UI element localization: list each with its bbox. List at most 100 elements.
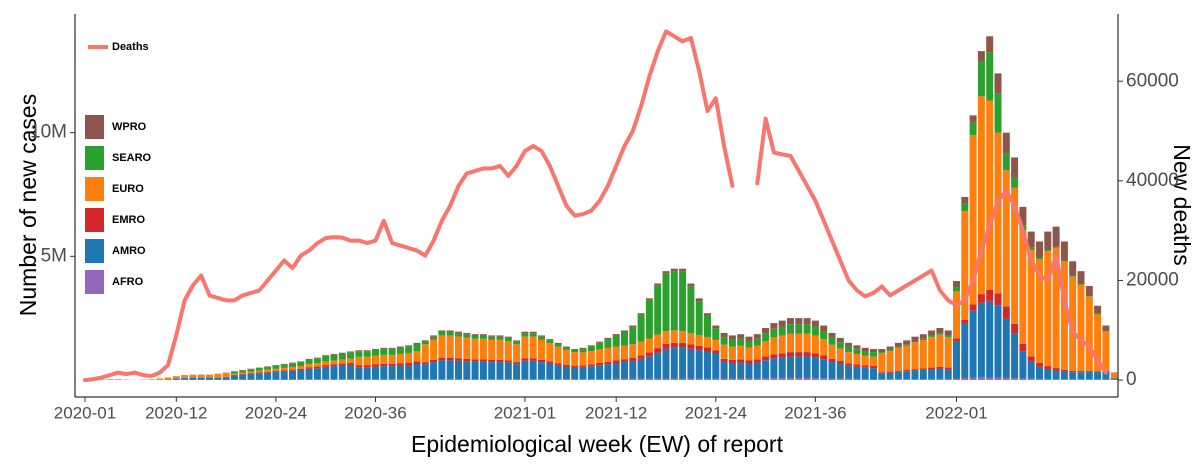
bar — [430, 335, 438, 337]
bar — [504, 360, 512, 363]
bar — [645, 338, 653, 353]
bar — [1069, 276, 1077, 371]
bar — [430, 379, 438, 380]
bar — [255, 373, 263, 380]
bar — [911, 336, 919, 341]
bar — [654, 285, 662, 335]
bar — [679, 347, 687, 379]
legend-label: AFRO — [112, 276, 144, 288]
bar — [305, 368, 313, 380]
bar — [413, 363, 421, 379]
bar — [413, 342, 421, 344]
bar — [778, 335, 786, 354]
bar — [778, 326, 786, 336]
x-tick-label: 2020-24 — [245, 403, 307, 422]
bar — [430, 359, 438, 363]
bar — [953, 341, 960, 379]
bar — [338, 353, 346, 360]
bar — [737, 378, 745, 380]
bar — [903, 340, 911, 345]
bar — [330, 366, 338, 380]
bar — [1011, 323, 1019, 334]
bar — [903, 345, 911, 371]
bar — [961, 319, 969, 324]
bar — [388, 366, 396, 379]
bar — [737, 334, 745, 339]
bar — [1110, 373, 1118, 379]
bar — [629, 378, 637, 380]
bar — [181, 378, 189, 380]
bar — [322, 365, 330, 367]
bar — [778, 357, 786, 379]
bar — [446, 331, 454, 336]
bar — [861, 347, 869, 352]
bar — [737, 359, 745, 363]
bar — [861, 355, 869, 366]
bar — [936, 366, 944, 369]
bar — [621, 345, 628, 360]
bar — [1102, 371, 1110, 380]
bar — [1036, 362, 1043, 367]
bar — [529, 336, 537, 359]
bar — [811, 335, 819, 354]
bar — [704, 315, 711, 338]
bar — [811, 378, 819, 380]
bar — [388, 378, 396, 380]
bar — [239, 374, 247, 375]
bar — [189, 374, 197, 378]
bar — [787, 333, 794, 353]
bar — [338, 365, 346, 380]
bar — [654, 334, 662, 349]
bar — [886, 371, 894, 373]
bar — [977, 51, 985, 61]
bar — [571, 367, 579, 380]
bar — [828, 332, 836, 338]
bar — [654, 348, 662, 353]
bar — [720, 344, 728, 359]
bar — [1011, 333, 1019, 379]
bar — [355, 367, 363, 380]
bar — [421, 364, 429, 380]
bar — [737, 338, 745, 346]
bar — [446, 378, 454, 380]
bar — [762, 356, 770, 361]
bar — [313, 358, 321, 364]
bar — [803, 378, 811, 380]
bar — [546, 379, 554, 380]
bar — [471, 361, 479, 380]
bar — [753, 359, 761, 363]
bar — [529, 378, 537, 380]
bar — [405, 345, 413, 347]
bar — [338, 379, 346, 380]
bar — [380, 347, 388, 349]
bar — [513, 340, 521, 342]
bar — [230, 373, 238, 375]
y2-tick-label: 0 — [1126, 369, 1137, 390]
bar — [687, 283, 695, 287]
bar — [704, 351, 711, 379]
bar — [811, 357, 819, 379]
bar — [297, 361, 305, 362]
bar — [305, 359, 313, 365]
bar — [1036, 257, 1043, 260]
bar — [944, 335, 952, 337]
bar — [704, 347, 711, 352]
bar — [1011, 157, 1019, 178]
bar — [164, 377, 172, 380]
bar — [587, 366, 595, 380]
bar — [363, 351, 371, 357]
bar — [289, 369, 296, 371]
bar — [521, 331, 529, 334]
bar — [496, 362, 504, 380]
bar — [604, 364, 612, 379]
bar — [886, 349, 894, 351]
bar — [587, 345, 595, 347]
bar — [878, 379, 886, 380]
legend: Deaths WPRO SEARO EURO EMRO AMRO AFRO — [85, 41, 152, 294]
bar — [289, 362, 296, 364]
bar — [421, 344, 429, 363]
bar — [928, 335, 936, 337]
bar — [621, 331, 628, 346]
bar — [695, 378, 703, 380]
bar — [347, 362, 355, 365]
